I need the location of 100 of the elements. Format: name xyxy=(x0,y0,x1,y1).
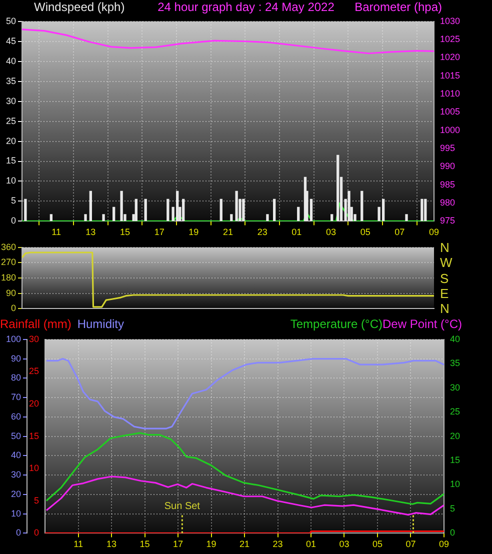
y2-tick-label: 980 xyxy=(440,198,456,208)
y2-tick-label: 5 xyxy=(450,503,456,514)
y-tick-label: 0 xyxy=(16,528,22,538)
y2-tick-label: 1025 xyxy=(440,34,460,44)
x-tick-label: 13 xyxy=(86,227,96,238)
y-tick-label: 270 xyxy=(0,257,16,268)
y-tick-label: 90 xyxy=(6,288,16,298)
y-tick-label: 50 xyxy=(6,16,16,26)
bar xyxy=(273,198,276,222)
bar xyxy=(144,198,147,222)
y2-tick-label: 1000 xyxy=(440,124,460,135)
y2-tick-label: 1030 xyxy=(440,16,460,26)
x-tick-label: 07 xyxy=(394,227,405,238)
x-tick-label: 13 xyxy=(106,539,117,550)
bar xyxy=(424,198,427,222)
y3-tick-label: 0 xyxy=(34,528,40,538)
y2-tick-label: 0 xyxy=(450,528,456,538)
y-tick-label: 40 xyxy=(11,450,22,460)
y2-tick-label: 25 xyxy=(450,406,460,417)
x-tick-label: 03 xyxy=(326,227,336,238)
bar xyxy=(242,198,245,222)
y-tick-label: 180 xyxy=(0,272,16,282)
y2-tick-label: 20 xyxy=(450,430,460,441)
text: Humidity xyxy=(77,317,124,331)
bar xyxy=(134,198,138,222)
bar xyxy=(235,190,238,222)
bar xyxy=(420,198,424,222)
y2-tick-label: 1020 xyxy=(440,52,460,62)
y2-tick-label: 995 xyxy=(440,143,456,154)
y2-tick-label: 1005 xyxy=(440,106,460,117)
x-tick-label: 01 xyxy=(306,539,316,550)
x-tick-label: 09 xyxy=(428,227,439,238)
y-tick-label: 80 xyxy=(11,372,22,383)
x-tick-label: 23 xyxy=(272,539,283,550)
y2-tick-label: 35 xyxy=(450,358,460,368)
x-tick-label: 21 xyxy=(240,539,250,550)
y3-tick-label: 10 xyxy=(29,463,40,474)
y-tick-label: 20 xyxy=(6,136,16,146)
x-tick-label: 15 xyxy=(120,227,130,238)
bar xyxy=(50,214,53,222)
y3-tick-label: 15 xyxy=(29,430,40,441)
bar xyxy=(405,214,408,222)
bar xyxy=(24,198,27,222)
x-tick-label: 15 xyxy=(140,539,150,550)
y-tick-label: 60 xyxy=(11,411,22,422)
x-tick-label: 21 xyxy=(222,227,233,238)
bar xyxy=(297,206,300,222)
bar xyxy=(166,198,170,222)
x-tick-label: 17 xyxy=(173,539,184,550)
text: E xyxy=(440,286,450,301)
x-tick-label: 11 xyxy=(74,539,83,550)
y-tick-label: 100 xyxy=(6,334,22,344)
y-tick-label: 25 xyxy=(6,116,16,126)
chart-title: 24 hour graph day : 24 May 2022 xyxy=(158,0,334,14)
y-tick-label: 35 xyxy=(6,76,16,86)
text: N xyxy=(440,301,450,316)
bar xyxy=(120,190,123,222)
y2-tick-label: 1010 xyxy=(440,88,460,99)
x-tick-label: 07 xyxy=(406,539,416,550)
bar xyxy=(102,214,105,222)
text: S xyxy=(440,270,450,286)
x-tick-label: 03 xyxy=(339,539,350,550)
bar xyxy=(182,198,185,222)
text: N xyxy=(440,240,450,255)
x-tick-label: 05 xyxy=(372,539,383,550)
bar xyxy=(330,214,334,222)
y2-tick-label: 15 xyxy=(450,455,460,466)
y3-tick-label: 25 xyxy=(29,366,40,376)
y-tick-label: 10 xyxy=(6,176,16,186)
y-tick-label: 5 xyxy=(10,196,16,206)
y2-axis-title: Barometer (hpa) xyxy=(354,0,442,14)
text: W xyxy=(440,255,454,270)
x-tick-label: 19 xyxy=(188,227,199,238)
text: Temperature (°C) xyxy=(290,317,383,331)
bar xyxy=(230,214,233,222)
bar xyxy=(84,214,87,222)
y-tick-label: 20 xyxy=(11,488,22,499)
x-tick-label: 09 xyxy=(438,539,449,550)
y2-tick-label: 30 xyxy=(450,382,460,392)
bar xyxy=(348,190,350,222)
x-tick-label: 01 xyxy=(292,227,302,238)
y-tick-label: 30 xyxy=(6,96,16,106)
y-tick-label: 40 xyxy=(6,56,16,66)
y2-tick-label: 1015 xyxy=(440,70,460,80)
y-tick-label: 10 xyxy=(11,508,22,518)
y-tick-label: 90 xyxy=(11,353,22,364)
x-tick-label: 11 xyxy=(52,227,62,238)
bar xyxy=(89,190,92,222)
y-tick-label: 360 xyxy=(0,242,16,252)
y-tick-label: 15 xyxy=(6,156,16,166)
bar xyxy=(266,214,269,222)
y3-tick-label: 5 xyxy=(34,495,40,506)
y3-tick-label: 30 xyxy=(29,334,40,344)
bar xyxy=(360,190,364,222)
y2-tick-label: 985 xyxy=(440,179,456,190)
y-tick-label: 30 xyxy=(11,470,22,480)
text: Rainfall (mm) xyxy=(0,317,72,331)
bar xyxy=(336,154,340,222)
y2-tick-label: 990 xyxy=(440,161,456,172)
y-axis-title: Windspeed (kph) xyxy=(34,0,125,14)
